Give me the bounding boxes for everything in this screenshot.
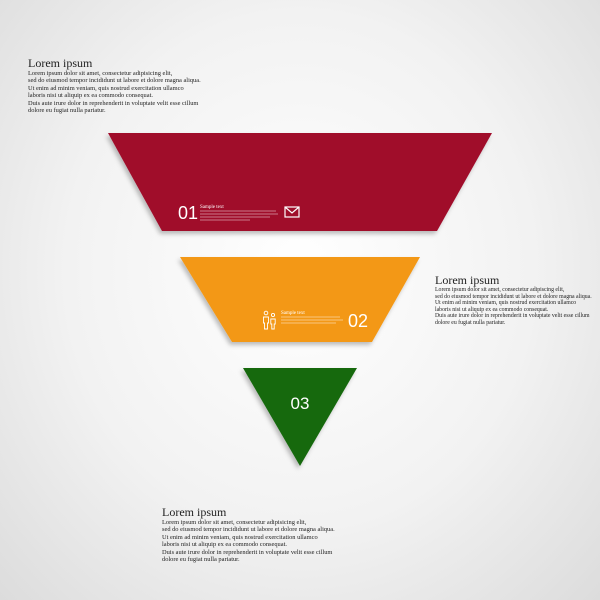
level-3-shape [243,368,357,466]
level-1-number: 01 [178,203,198,223]
text-block-title: Lorem ipsum [28,56,93,70]
text-block-right: Lorem ipsum Lorem ipsum dolor sit amet, … [435,274,592,327]
text-block-title: Lorem ipsum [435,273,500,287]
level-2-number: 02 [348,311,368,331]
text-block-bottom: Lorem ipsum Lorem ipsum dolor sit amet, … [162,505,335,564]
envelope-icon [284,206,300,218]
level-2-shape [180,257,420,342]
level-2-sample-title: Sample text [281,311,305,316]
level-2-sample-lines [281,316,343,324]
level-3-number: 03 [291,394,310,413]
people-icon [263,310,276,330]
text-block-title: Lorem ipsum [162,505,227,519]
level-1-sample-title: Sample text [200,205,224,210]
text-block-body: Lorem ipsum dolor sit amet, consectetur … [162,519,335,564]
level-1-shape [108,133,492,231]
level-1-sample-lines [200,210,278,221]
text-block-body: Lorem ipsum dolor sit amet, consectetur … [435,287,592,326]
text-block-top-left: Lorem ipsum Lorem ipsum dolor sit amet, … [28,56,201,115]
text-block-body: Lorem ipsum dolor sit amet, consectetur … [28,70,201,115]
